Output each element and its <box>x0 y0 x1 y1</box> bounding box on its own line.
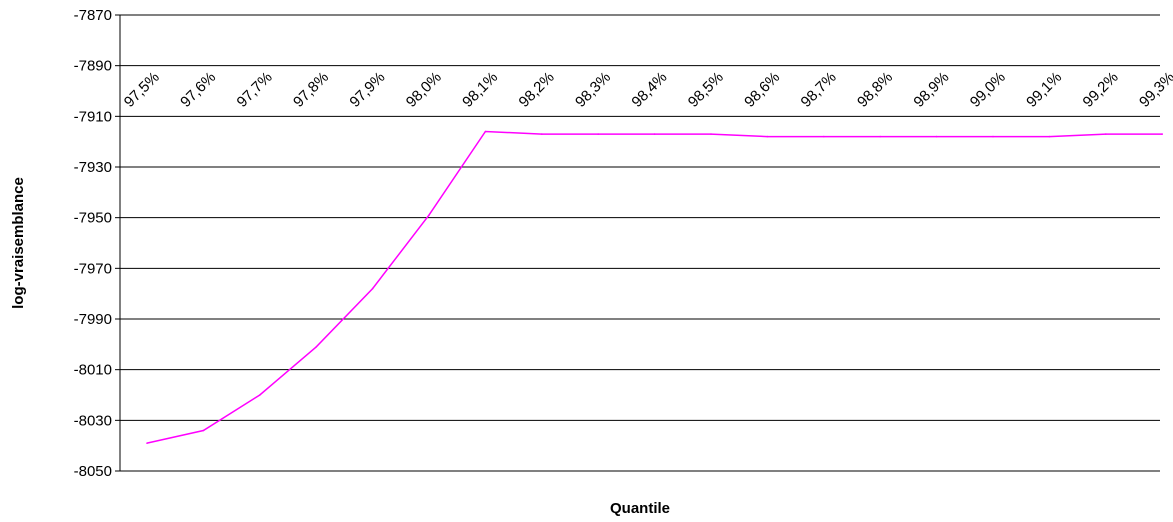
x-axis-title: Quantile <box>610 500 670 517</box>
x-tick-label: 98,5% <box>685 69 727 111</box>
x-tick-label: 99,1% <box>1023 69 1065 111</box>
y-tick-label: -7970 <box>74 260 112 277</box>
x-tick-label: 97,9% <box>346 69 388 111</box>
x-tick-label: 98,3% <box>572 69 614 111</box>
data-point <box>766 135 769 138</box>
data-point <box>371 287 374 290</box>
y-tick-label: -7930 <box>74 159 112 176</box>
x-tick-label: 98,2% <box>516 69 558 111</box>
y-tick-label: -8030 <box>74 412 112 429</box>
y-tick-label: -7950 <box>74 210 112 227</box>
data-point <box>259 394 261 396</box>
x-tick-label: 99,0% <box>967 69 1009 111</box>
series-line <box>146 130 1163 444</box>
data-point <box>992 135 994 138</box>
x-axis-tick-labels: 97,5% 97,6% 97,7% 97,8% 97,9% 98,0% 98,1% 98,2%… <box>121 69 1173 111</box>
data-point <box>710 133 712 135</box>
data-point <box>1161 133 1163 135</box>
series-layer <box>146 130 1163 444</box>
y-tick-label: -7870 <box>74 7 112 24</box>
x-tick-label: 98,4% <box>628 69 670 111</box>
data-point <box>823 135 825 138</box>
data-point <box>1048 135 1051 138</box>
data-point <box>484 130 487 133</box>
x-tick-label: 98,0% <box>403 69 445 111</box>
data-point <box>541 133 543 135</box>
data-point <box>315 346 318 348</box>
x-tick-label: 98,9% <box>910 69 952 111</box>
x-tick-label: 97,5% <box>121 69 163 111</box>
y-tick-label: -8050 <box>74 463 112 480</box>
data-point <box>653 133 656 135</box>
y-tick-label: -8010 <box>74 362 112 379</box>
x-tick-label: 97,8% <box>290 69 332 111</box>
x-tick-label: 99,3% <box>1136 69 1173 111</box>
x-tick-label: 97,6% <box>177 69 219 111</box>
data-point <box>935 135 938 138</box>
data-point <box>146 442 148 444</box>
data-point <box>428 214 430 216</box>
y-axis-ticks: -7870 -7890 -7910 -7930 -7950 -7970 -7990 -8010… <box>74 7 120 480</box>
data-point <box>597 133 599 135</box>
y-tick-label: -7890 <box>74 58 112 75</box>
data-point <box>1105 133 1107 135</box>
x-tick-label: 98,8% <box>854 69 896 111</box>
data-point <box>879 135 881 138</box>
gridlines <box>120 14 1160 472</box>
x-tick-label: 97,7% <box>234 69 276 111</box>
x-tick-label: 98,6% <box>741 69 783 111</box>
x-tick-label: 99,2% <box>1080 69 1122 111</box>
y-axis-title: log-vraisemblance <box>10 177 27 309</box>
x-tick-label: 98,1% <box>459 69 501 111</box>
y-tick-label: -7990 <box>74 311 112 328</box>
x-tick-label: 98,7% <box>798 69 840 111</box>
y-tick-label: -7910 <box>74 108 112 125</box>
data-point <box>202 429 205 432</box>
